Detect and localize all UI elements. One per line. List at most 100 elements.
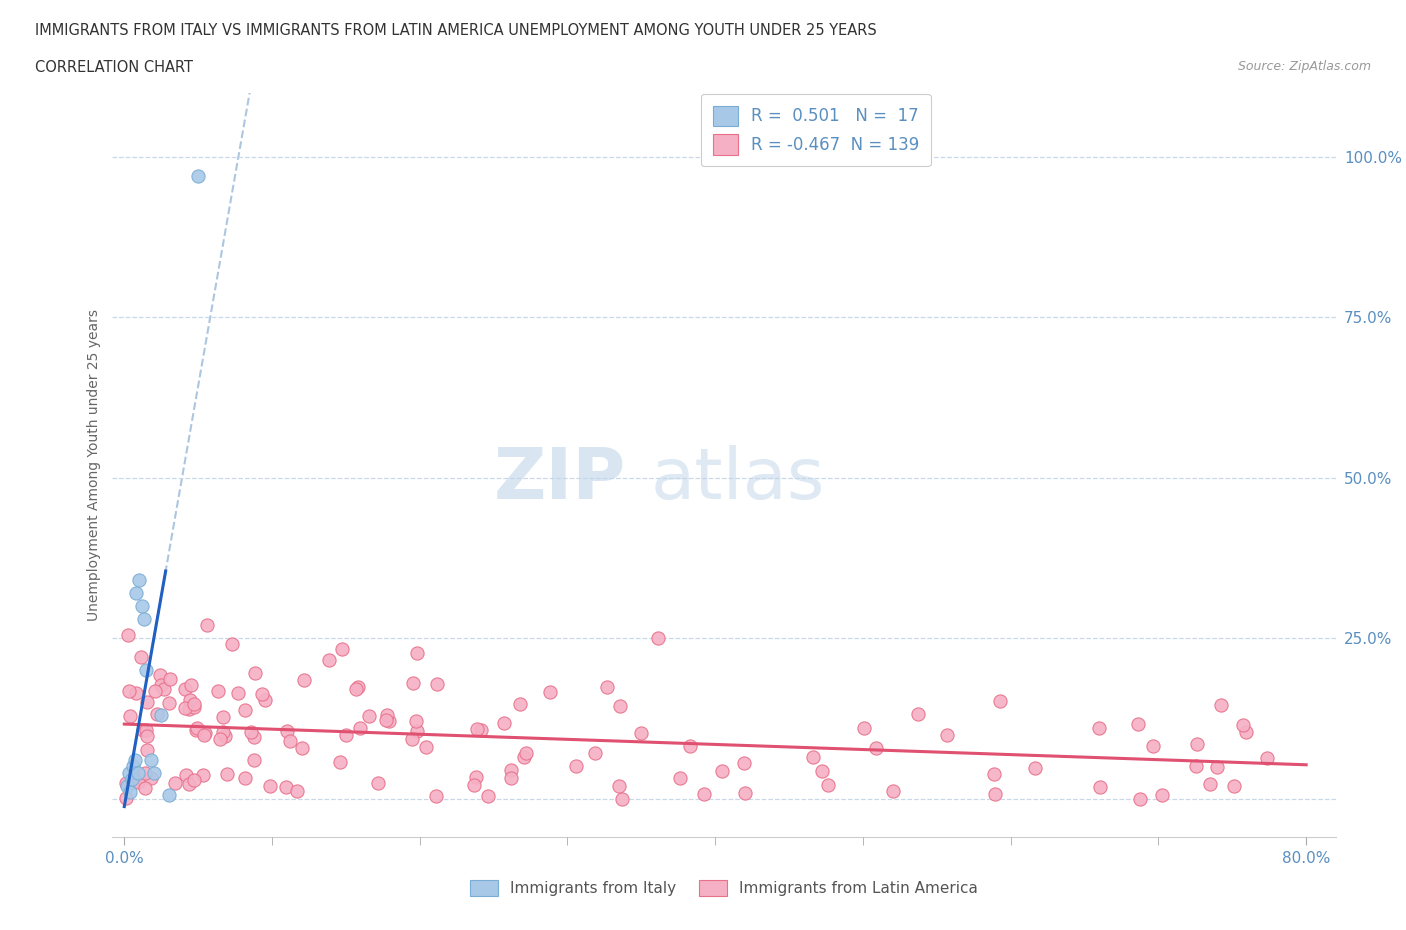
Point bbox=[165, 776, 187, 790]
Point bbox=[127, 765, 149, 780]
Point bbox=[734, 786, 756, 801]
Point bbox=[118, 684, 141, 698]
Point bbox=[853, 721, 876, 736]
Point bbox=[983, 766, 1005, 781]
Point bbox=[187, 169, 209, 184]
Point bbox=[330, 642, 353, 657]
Point bbox=[127, 775, 149, 790]
Point bbox=[226, 685, 249, 700]
Point bbox=[501, 771, 523, 786]
Point bbox=[499, 763, 522, 777]
Point bbox=[131, 723, 153, 737]
Point bbox=[135, 729, 157, 744]
Y-axis label: Unemployment Among Youth under 25 years: Unemployment Among Youth under 25 years bbox=[87, 309, 101, 621]
Point bbox=[426, 676, 449, 691]
Point bbox=[367, 776, 389, 790]
Point bbox=[245, 666, 267, 681]
Point bbox=[118, 765, 141, 780]
Point bbox=[243, 752, 266, 767]
Point bbox=[129, 649, 152, 664]
Point bbox=[149, 678, 172, 693]
Point bbox=[609, 698, 631, 713]
Point bbox=[811, 764, 834, 778]
Point bbox=[212, 710, 235, 724]
Point bbox=[135, 663, 157, 678]
Point bbox=[212, 724, 235, 739]
Point bbox=[465, 770, 488, 785]
Point bbox=[596, 680, 619, 695]
Point bbox=[988, 694, 1011, 709]
Point bbox=[145, 684, 167, 698]
Point bbox=[1185, 758, 1208, 773]
Point bbox=[177, 777, 200, 791]
Point bbox=[177, 702, 200, 717]
Point bbox=[159, 671, 181, 686]
Point bbox=[141, 770, 163, 785]
Point bbox=[146, 706, 169, 721]
Point bbox=[1234, 724, 1257, 739]
Point bbox=[907, 706, 929, 721]
Point bbox=[114, 776, 136, 790]
Point bbox=[538, 684, 561, 699]
Point bbox=[214, 728, 236, 743]
Point bbox=[630, 725, 652, 740]
Point bbox=[193, 727, 215, 742]
Point bbox=[492, 716, 515, 731]
Point bbox=[287, 783, 309, 798]
Point bbox=[149, 668, 172, 683]
Point bbox=[669, 771, 692, 786]
Point bbox=[278, 733, 301, 748]
Point bbox=[292, 673, 315, 688]
Point bbox=[125, 586, 148, 601]
Point bbox=[253, 693, 276, 708]
Point bbox=[406, 645, 429, 660]
Point bbox=[122, 759, 145, 774]
Point bbox=[328, 755, 350, 770]
Point bbox=[610, 791, 633, 806]
Point bbox=[120, 785, 142, 800]
Point bbox=[565, 759, 588, 774]
Point bbox=[150, 708, 173, 723]
Point bbox=[1222, 778, 1244, 793]
Point bbox=[114, 790, 136, 805]
Point bbox=[349, 721, 371, 736]
Point bbox=[217, 766, 239, 781]
Point bbox=[209, 731, 232, 746]
Point bbox=[221, 637, 243, 652]
Point bbox=[406, 724, 429, 738]
Point bbox=[465, 722, 488, 737]
Point bbox=[693, 787, 716, 802]
Point bbox=[512, 750, 534, 764]
Point bbox=[235, 771, 257, 786]
Point bbox=[882, 783, 904, 798]
Point bbox=[1211, 698, 1233, 712]
Point bbox=[375, 708, 398, 723]
Point bbox=[259, 778, 281, 793]
Point bbox=[335, 728, 357, 743]
Point bbox=[346, 680, 368, 695]
Point bbox=[865, 740, 887, 755]
Point bbox=[1024, 761, 1046, 776]
Point bbox=[1126, 716, 1149, 731]
Point bbox=[142, 765, 165, 780]
Point bbox=[1152, 788, 1174, 803]
Point bbox=[152, 682, 174, 697]
Point bbox=[157, 788, 180, 803]
Point bbox=[194, 725, 217, 740]
Point bbox=[233, 702, 256, 717]
Point bbox=[134, 780, 156, 795]
Point bbox=[415, 739, 437, 754]
Point bbox=[250, 686, 273, 701]
Text: ZIP: ZIP bbox=[494, 445, 626, 514]
Point bbox=[183, 773, 205, 788]
Point bbox=[197, 618, 219, 632]
Point bbox=[357, 709, 380, 724]
Point bbox=[118, 709, 141, 724]
Point bbox=[710, 764, 733, 778]
Point bbox=[183, 699, 205, 714]
Point bbox=[515, 746, 537, 761]
Point bbox=[1199, 777, 1222, 792]
Text: CORRELATION CHART: CORRELATION CHART bbox=[35, 60, 193, 75]
Point bbox=[136, 743, 159, 758]
Point bbox=[128, 573, 150, 588]
